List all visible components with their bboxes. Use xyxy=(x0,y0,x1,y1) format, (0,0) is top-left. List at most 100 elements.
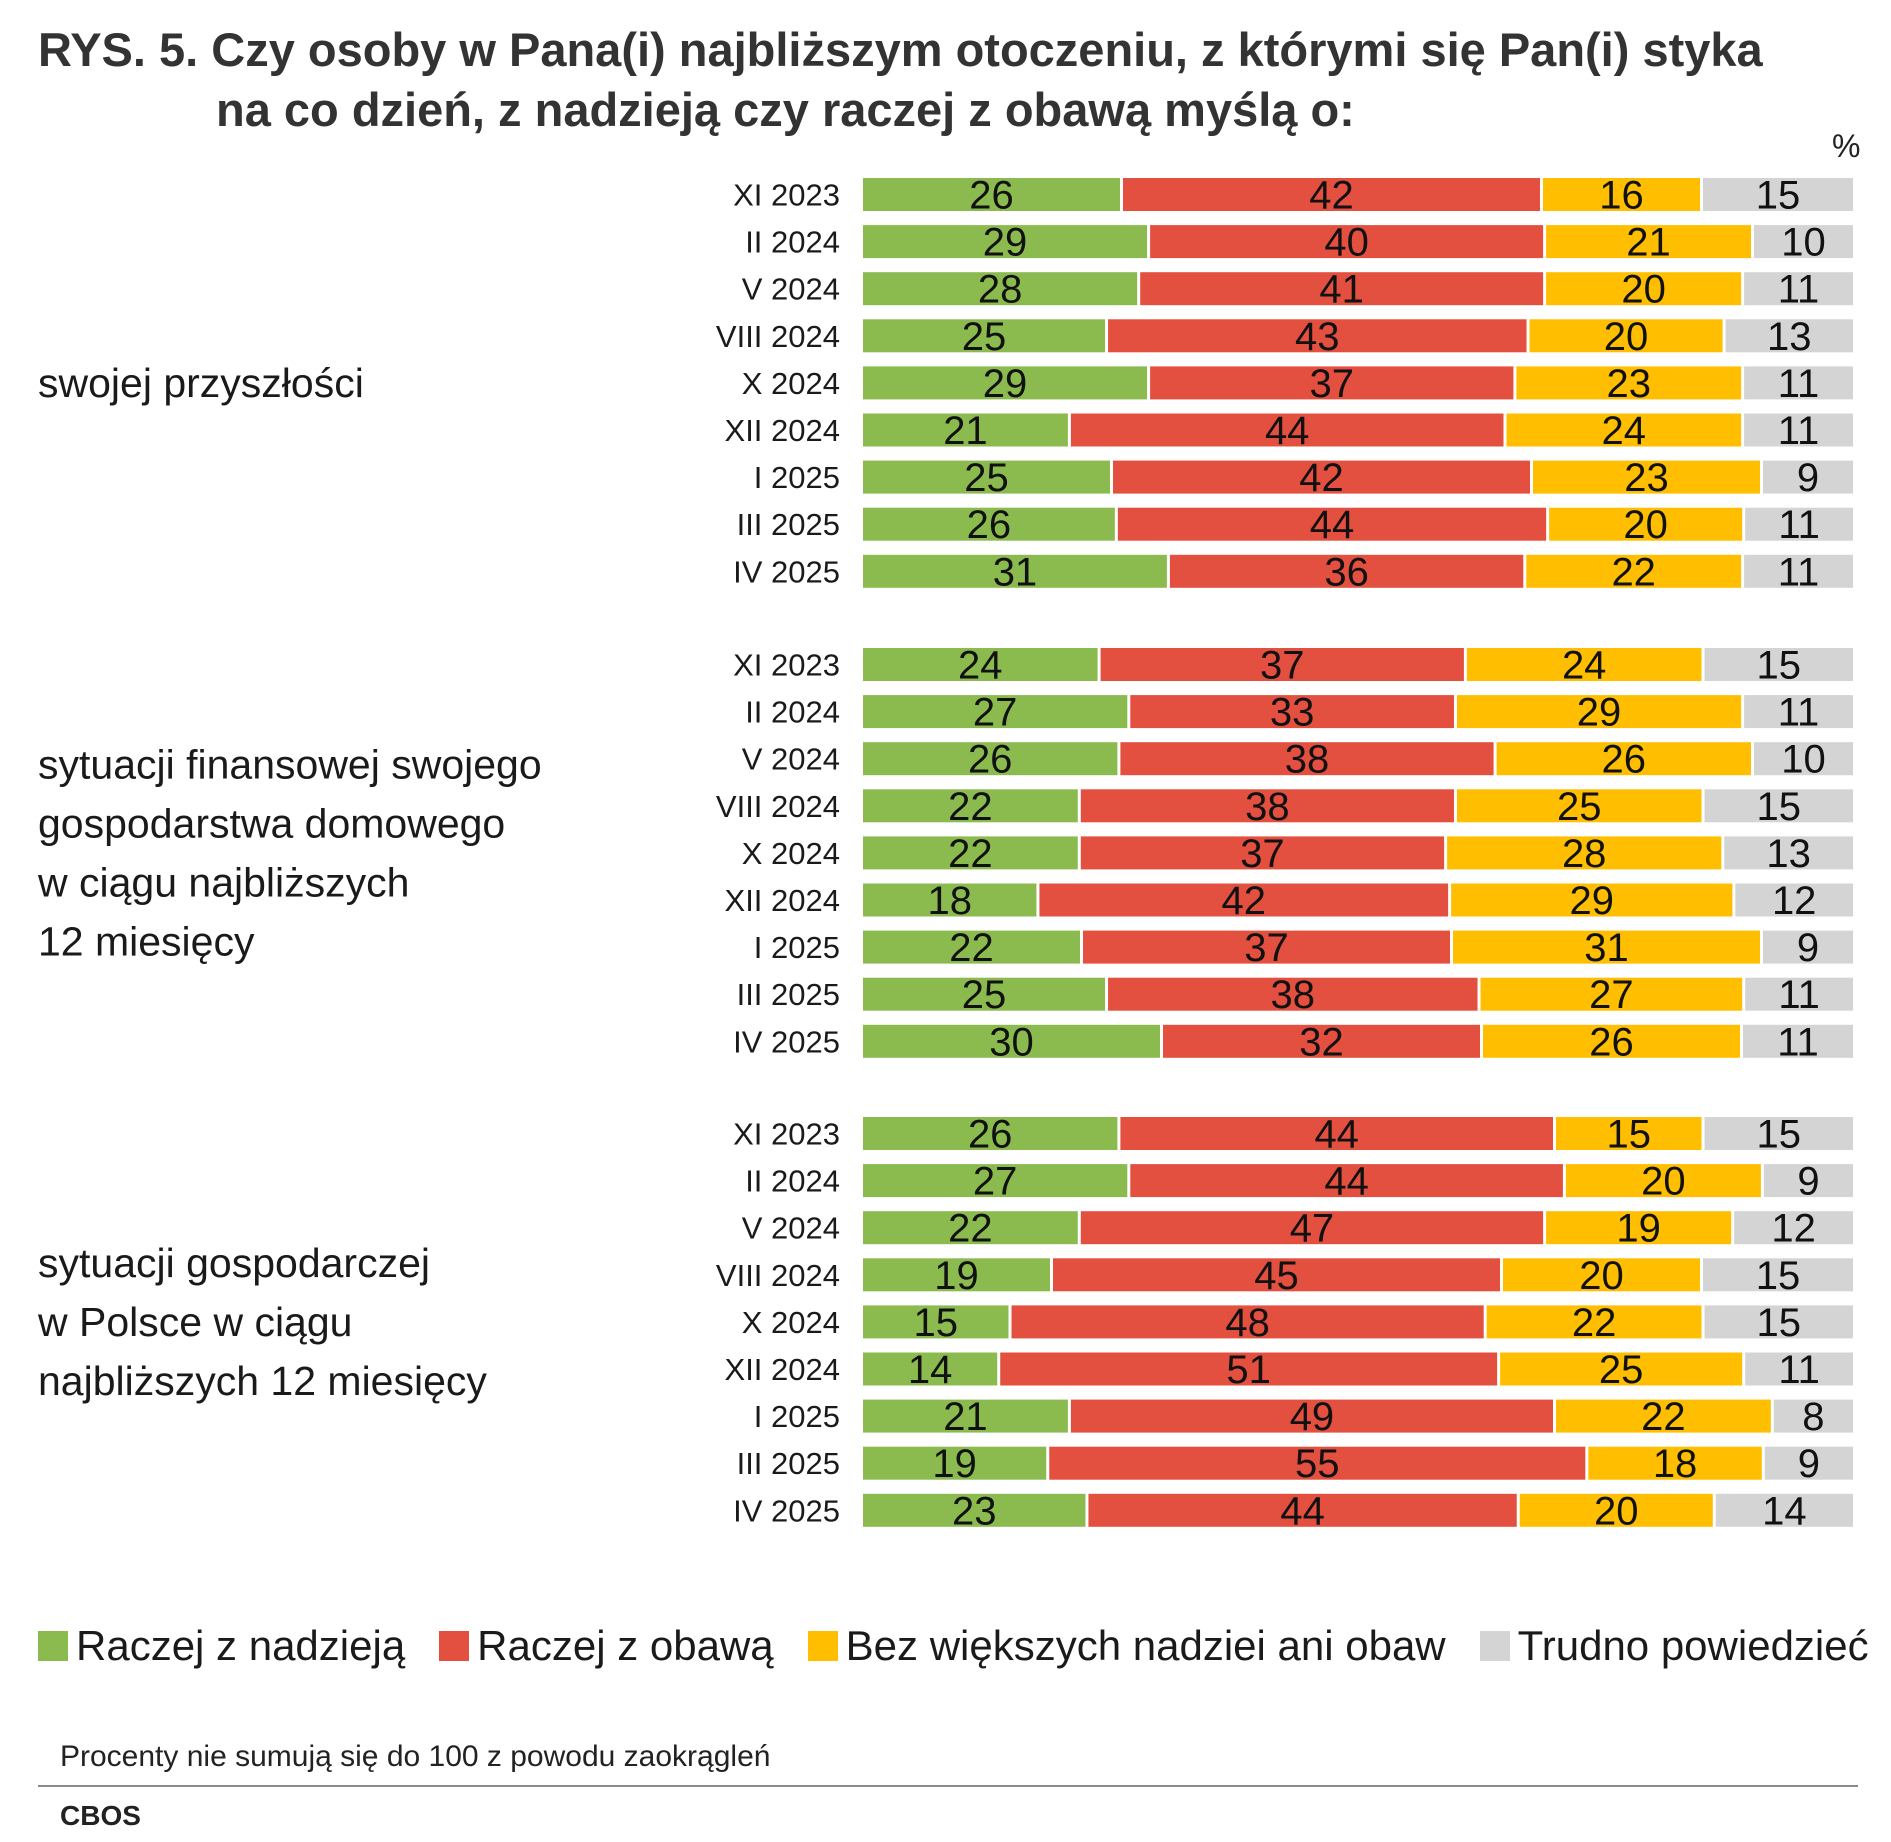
category-label: I 2025 xyxy=(754,930,840,965)
bar-segment-hope xyxy=(863,648,1098,681)
category-label: X 2024 xyxy=(742,366,840,401)
bar-segment-fear xyxy=(1080,789,1454,823)
category-label: X 2024 xyxy=(742,836,840,871)
data-label-hope: 14 xyxy=(908,1348,953,1392)
data-label-hard: 15 xyxy=(1756,1254,1801,1298)
category-label: XII 2024 xyxy=(725,883,840,918)
footnote: Procenty nie sumują się do 100 z powodu … xyxy=(60,1740,771,1773)
bar-segment-fear xyxy=(1039,883,1449,917)
data-label-neutral: 23 xyxy=(1624,456,1669,500)
data-label-hope: 25 xyxy=(962,973,1007,1017)
bar-segment-hope xyxy=(863,695,1128,729)
bar-segment-hard xyxy=(1744,554,1853,588)
bar-segment-neutral xyxy=(1556,1399,1771,1433)
category-label: IV 2025 xyxy=(733,1493,840,1528)
bar-segment-neutral xyxy=(1556,1117,1702,1150)
unit-label: % xyxy=(1832,128,1861,164)
data-label-neutral: 28 xyxy=(1562,832,1607,876)
data-label-hope: 26 xyxy=(969,174,1014,218)
bar-segment-fear xyxy=(1113,460,1530,494)
data-label-hope: 15 xyxy=(914,1301,959,1345)
legend-label-neutral: Bez większych nadziei ani obaw xyxy=(845,1622,1446,1669)
data-label-neutral: 16 xyxy=(1599,174,1644,218)
bar-segment-neutral xyxy=(1483,1024,1740,1058)
bar-segment-hope xyxy=(863,272,1138,306)
group-label: swojej przyszłości xyxy=(38,360,364,406)
data-label-hope: 30 xyxy=(989,1020,1034,1064)
bar-segment-hard xyxy=(1735,883,1853,917)
bar-segment-neutral xyxy=(1447,836,1722,870)
data-label-neutral: 20 xyxy=(1604,315,1649,359)
chart-title: RYS. 5. Czy osoby w Pana(i) najbliższym … xyxy=(38,20,1858,140)
data-label-fear: 51 xyxy=(1226,1348,1271,1392)
bar-segment-fear xyxy=(1169,554,1524,588)
data-label-fear: 36 xyxy=(1324,550,1369,594)
data-label-hard: 12 xyxy=(1772,879,1817,923)
data-label-hard: 11 xyxy=(1778,1348,1820,1392)
data-label-fear: 40 xyxy=(1324,221,1369,265)
bar-segment-fear xyxy=(1070,1399,1553,1433)
category-label: VIII 2024 xyxy=(716,789,840,824)
group-label-line: w ciągu najbliższych xyxy=(37,859,409,905)
data-label-hope: 29 xyxy=(983,362,1028,406)
category-label: I 2025 xyxy=(754,460,840,495)
chart-title-line-2: na co dzień, z nadzieją czy raczej z oba… xyxy=(216,83,1355,136)
data-label-hope: 22 xyxy=(949,926,994,970)
data-label-hope: 26 xyxy=(967,503,1012,547)
category-label: II 2024 xyxy=(745,1164,840,1199)
category-label: III 2025 xyxy=(737,507,840,542)
data-label-hard: 11 xyxy=(1778,503,1820,547)
bar-segment-hope xyxy=(863,1211,1078,1245)
data-label-hard: 9 xyxy=(1797,456,1819,500)
data-label-fear: 49 xyxy=(1290,1395,1335,1439)
bar-segment-hope xyxy=(863,366,1148,400)
bar-segment-neutral xyxy=(1457,789,1702,823)
category-label: XI 2023 xyxy=(733,1117,840,1152)
bar-segment-neutral xyxy=(1533,460,1760,494)
data-label-fear: 37 xyxy=(1244,926,1289,970)
bar-segment-hard xyxy=(1764,1446,1853,1480)
bar-segment-hard xyxy=(1703,1258,1853,1292)
data-label-hard: 11 xyxy=(1778,550,1820,594)
data-label-neutral: 24 xyxy=(1562,644,1607,688)
legend-swatch-fear xyxy=(439,1631,470,1661)
legend-item-hope: Raczej z nadzieją xyxy=(38,1622,405,1670)
bar-segment-hard xyxy=(1715,1493,1853,1527)
data-label-hope: 24 xyxy=(958,644,1003,688)
bar-segment-hard xyxy=(1743,1024,1853,1058)
bar-segment-fear xyxy=(1100,648,1464,681)
bar-segment-neutral xyxy=(1466,648,1702,681)
bar-segment-hope xyxy=(863,507,1115,541)
bar-segment-neutral xyxy=(1519,1493,1713,1527)
category-label: V 2024 xyxy=(742,1211,840,1246)
data-label-hard: 11 xyxy=(1778,268,1820,312)
bar-segment-hope xyxy=(863,225,1148,259)
data-label-fear: 37 xyxy=(1310,362,1355,406)
bar-segment-neutral xyxy=(1546,1211,1732,1245)
data-label-fear: 44 xyxy=(1280,1489,1325,1533)
data-label-neutral: 21 xyxy=(1626,221,1671,265)
data-label-hard: 15 xyxy=(1756,174,1801,218)
data-label-hard: 14 xyxy=(1762,1489,1807,1533)
data-label-neutral: 22 xyxy=(1572,1301,1617,1345)
legend-label-fear: Raczej z obawą xyxy=(477,1622,774,1669)
bar-segment-fear xyxy=(1130,695,1454,729)
legend-swatch-hard xyxy=(1479,1631,1510,1661)
data-label-hope: 19 xyxy=(934,1254,979,1298)
legend-swatch-hope xyxy=(38,1631,68,1661)
stacked-bar-chart: swojej przyszłości XI 2023 26 42 16 15 II 2024… xyxy=(37,174,1853,1533)
bar-segment-hard xyxy=(1744,413,1853,447)
category-label: II 2024 xyxy=(745,695,840,730)
bar-segment-neutral xyxy=(1506,413,1742,447)
category-label: X 2024 xyxy=(742,1305,840,1340)
group-label-line: swojej przyszłości xyxy=(38,360,364,406)
legend-label-hope: Raczej z nadzieją xyxy=(76,1622,406,1669)
data-label-hard: 11 xyxy=(1778,973,1820,1017)
bar-segment-neutral xyxy=(1549,507,1743,541)
category-label: II 2024 xyxy=(745,225,840,260)
data-label-fear: 38 xyxy=(1271,973,1316,1017)
bar-segment-fear xyxy=(1108,319,1527,353)
category-label: I 2025 xyxy=(754,1399,840,1434)
bar-segment-hard xyxy=(1745,507,1853,541)
bar-segment-fear xyxy=(1080,1211,1544,1245)
